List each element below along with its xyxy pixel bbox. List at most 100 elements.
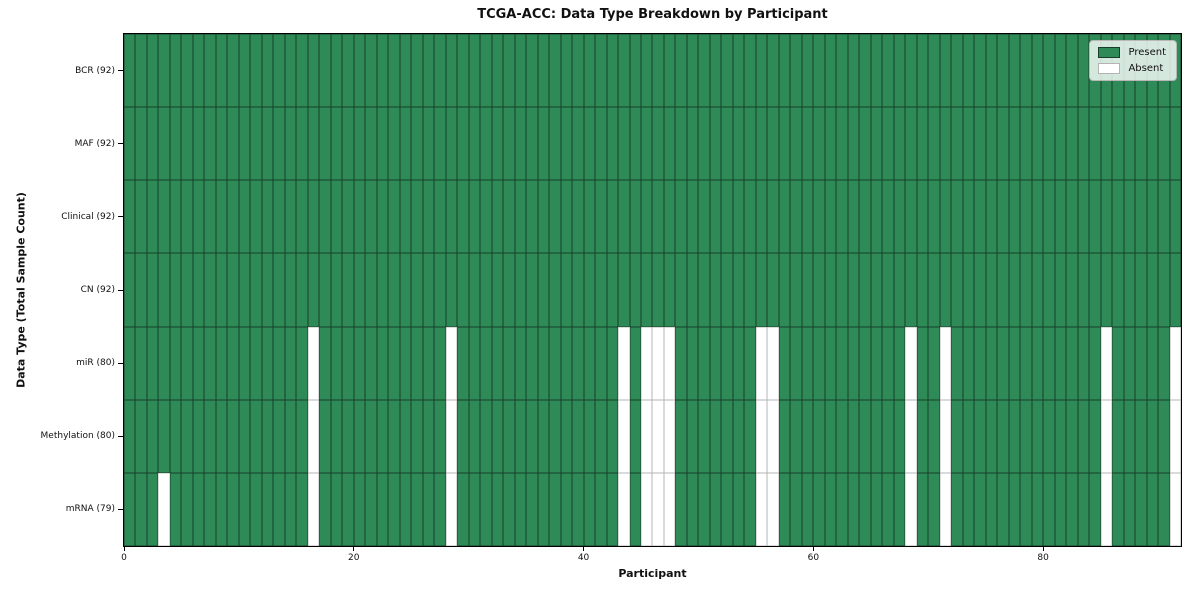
heatmap-cell: [606, 107, 619, 181]
heatmap-cell: [399, 399, 412, 473]
heatmap-cell: [974, 34, 986, 108]
heatmap-cell: [813, 34, 825, 108]
heatmap-cell: [1089, 107, 1101, 181]
heatmap-cell: [1008, 107, 1021, 181]
heatmap-cell: [732, 399, 745, 473]
heatmap-cell: [744, 472, 756, 546]
heatmap-cell: [434, 326, 446, 400]
heatmap-cell: [503, 472, 515, 546]
heatmap-cell: [755, 399, 768, 473]
heatmap-cell: [376, 326, 389, 400]
heatmap-cell: [1100, 253, 1113, 327]
heatmap-cell: [307, 180, 320, 254]
heatmap-cell: [962, 107, 975, 181]
heatmap-cell: [434, 180, 446, 254]
heatmap-cell: [744, 253, 756, 327]
heatmap-cell: [181, 180, 193, 254]
heatmap-cell: [261, 34, 274, 108]
heatmap-cell: [560, 326, 573, 400]
heatmap-cell: [284, 34, 297, 108]
heatmap-cell: [652, 326, 664, 400]
heatmap-cell: [1100, 107, 1113, 181]
heatmap-cell: [928, 34, 940, 108]
heatmap-cell: [732, 34, 745, 108]
heatmap-cell: [939, 34, 952, 108]
heatmap-cell: [893, 472, 906, 546]
heatmap-cell: [698, 107, 710, 181]
heatmap-cell: [480, 472, 492, 546]
heatmap-cell: [169, 107, 182, 181]
heatmap-cell: [744, 326, 756, 400]
heatmap-cell: [870, 253, 883, 327]
heatmap-cell: [755, 180, 768, 254]
heatmap-cell: [893, 180, 906, 254]
heatmap-cell: [962, 472, 975, 546]
heatmap-cell: [296, 34, 308, 108]
heatmap-cell: [307, 399, 320, 473]
heatmap-cell: [985, 180, 998, 254]
heatmap-cell: [353, 472, 366, 546]
heatmap-cell: [227, 253, 239, 327]
y-tick-label: Methylation (80): [40, 431, 115, 442]
heatmap-cell: [847, 399, 860, 473]
heatmap-cell: [549, 180, 561, 254]
heatmap-cell: [135, 472, 147, 546]
heatmap-cell: [572, 34, 584, 108]
heatmap-cell: [652, 472, 664, 546]
heatmap-cell: [491, 180, 504, 254]
heatmap-cell: [250, 253, 262, 327]
heatmap-cell: [330, 472, 343, 546]
heatmap-cell: [445, 472, 458, 546]
heatmap-cell: [744, 107, 756, 181]
heatmap-cell: [445, 253, 458, 327]
heatmap-cell: [893, 326, 906, 400]
heatmap-cell: [204, 472, 216, 546]
heatmap-cell: [434, 472, 446, 546]
heatmap-cell: [342, 399, 354, 473]
heatmap-cell: [928, 399, 940, 473]
heatmap-cell: [250, 180, 262, 254]
heatmap-cell: [790, 472, 802, 546]
heatmap-cell: [296, 180, 308, 254]
heatmap-cell: [1112, 399, 1124, 473]
heatmap-cell: [284, 326, 297, 400]
heatmap-cell: [296, 253, 308, 327]
heatmap-cell: [974, 107, 986, 181]
heatmap-cell: [663, 253, 676, 327]
heatmap-cell: [1020, 180, 1032, 254]
heatmap-cell: [365, 253, 377, 327]
heatmap-cell: [365, 326, 377, 400]
heatmap-cell: [870, 326, 883, 400]
heatmap-cell: [250, 472, 262, 546]
heatmap-cell: [1066, 472, 1078, 546]
heatmap-cell: [583, 253, 596, 327]
heatmap-cell: [273, 399, 285, 473]
heatmap-cell: [629, 107, 641, 181]
heatmap-cell: [399, 34, 412, 108]
heatmap-cell: [399, 326, 412, 400]
heatmap-cell: [698, 472, 710, 546]
legend-absent-label: Absent: [1128, 63, 1164, 74]
heatmap-cell: [595, 34, 607, 108]
heatmap-cell: [457, 253, 469, 327]
heatmap-cell: [1043, 34, 1055, 108]
heatmap-cell: [537, 180, 550, 254]
heatmap-cell: [778, 253, 791, 327]
heatmap-cell: [1020, 34, 1032, 108]
heatmap-cell: [146, 253, 159, 327]
heatmap-cell: [767, 326, 779, 400]
heatmap-cell: [595, 107, 607, 181]
heatmap-cell: [1123, 107, 1136, 181]
heatmap-cell: [790, 34, 802, 108]
heatmap-cell: [572, 107, 584, 181]
heatmap-cell: [526, 326, 538, 400]
heatmap-cell: [330, 107, 343, 181]
absent-swatch-icon: [1098, 63, 1121, 74]
heatmap-cell: [491, 472, 504, 546]
heatmap-cell: [675, 472, 687, 546]
heatmap-cell: [514, 180, 527, 254]
heatmap-cell: [411, 399, 423, 473]
heatmap-cell: [388, 107, 400, 181]
heatmap-cell: [192, 34, 205, 108]
heatmap-cell: [847, 107, 860, 181]
